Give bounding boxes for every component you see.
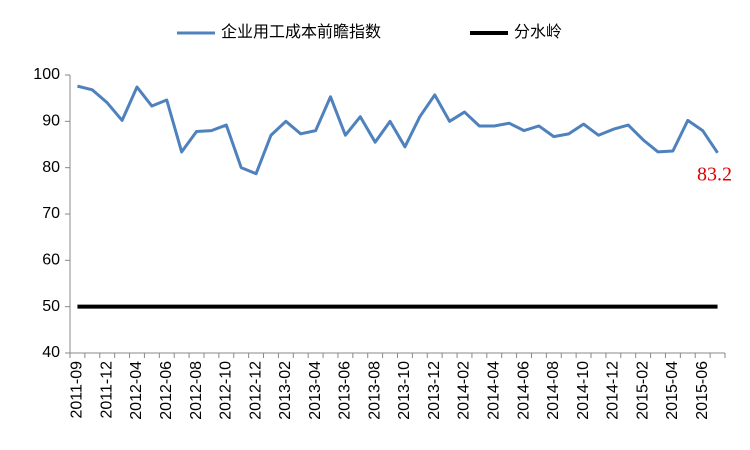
x-tick-label: 2014-02 [456,361,473,420]
x-tick-label: 2014-12 [605,361,622,420]
y-tick-label: 50 [42,298,60,315]
x-tick-label: 2012-06 [158,361,175,420]
x-tick-label: 2014-06 [515,361,532,420]
x-tick-label: 2013-10 [396,361,413,420]
x-tick-label: 2014-04 [485,361,502,420]
x-tick-label: 2013-12 [426,361,443,420]
x-tick-label: 2015-06 [694,361,711,420]
y-tick-label: 100 [33,66,60,83]
y-tick-label: 60 [42,252,60,269]
y-tick-label: 80 [42,159,60,176]
x-tick-label: 2011-09 [69,361,86,419]
y-tick-label: 90 [42,113,60,130]
x-tick-label: 2011-12 [98,361,115,419]
series-line [77,84,719,176]
x-tick-label: 2013-08 [366,361,383,420]
x-tick-label: 2012-12 [247,361,264,420]
x-tick-label: 2013-02 [277,361,294,420]
legend-label: 分水岭 [514,23,562,41]
y-tick-label: 40 [42,344,60,361]
legend-label: 企业用工成本前瞻指数 [221,23,381,41]
x-tick-label: 2014-10 [575,361,592,420]
x-tick-label: 2014-08 [545,361,562,420]
x-tick-label: 2013-06 [337,361,354,420]
x-tick-label: 2012-04 [128,361,145,420]
y-tick-label: 70 [42,205,60,222]
x-tick-label: 2012-10 [218,361,235,420]
x-tick-label: 2015-02 [634,361,651,420]
x-tick-label: 2012-08 [188,361,205,420]
data-label: 83.2 [697,163,732,185]
x-tick-label: 2013-04 [307,361,324,420]
x-tick-label: 2015-04 [664,361,681,420]
